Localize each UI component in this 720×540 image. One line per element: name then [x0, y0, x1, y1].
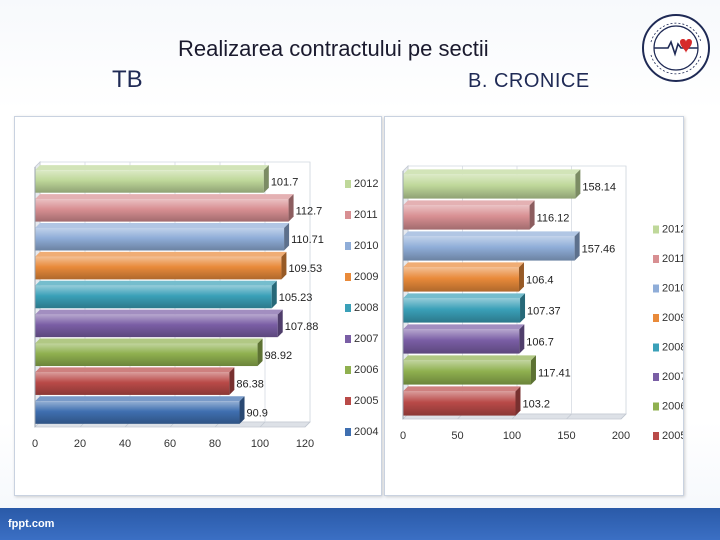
- cr-data-label: 116.12: [537, 213, 570, 225]
- tb-bar-2006: [35, 338, 263, 367]
- tb-tick-label: 20: [74, 438, 86, 450]
- tb-legend-label: 2005: [354, 395, 378, 407]
- tb-bar-2012: [35, 165, 269, 193]
- tb-legend-swatch: [345, 273, 351, 281]
- chart-cronice: 0 50 100 150 200 158.14 116.12 157.46 106.4 107.3…: [384, 116, 684, 496]
- cr-bar-2006: [403, 355, 536, 385]
- section-label-tb: TB: [112, 66, 143, 93]
- cr-tick-label: 200: [612, 430, 630, 442]
- cr-data-label: 106.7: [526, 337, 554, 349]
- tb-legend-label: 2012: [354, 178, 378, 190]
- tb-legend-swatch: [345, 397, 351, 405]
- cr-floor-grid: [566, 413, 572, 420]
- tb-data-label: 107.88: [285, 321, 319, 333]
- chart-tb-svg: 0 20 40 60 80 100 120 101.7 112.7 110.71 109.53 105…: [32, 161, 378, 450]
- tb-bar-2004: [35, 396, 245, 424]
- tb-tick-label: 40: [119, 438, 131, 450]
- tb-bar-2010: [35, 222, 290, 251]
- tb-bar-2011: [35, 194, 294, 222]
- tb-bar-2008: [35, 280, 277, 309]
- cr-legend-label: 2006: [662, 401, 683, 413]
- cr-data-label: 107.37: [527, 306, 561, 318]
- tb-data-label: 112.7: [296, 205, 323, 217]
- footer-bar: fppt.com: [0, 508, 720, 540]
- cr-legend-label: 2011: [662, 253, 683, 265]
- cr-legend-label: 2012: [662, 224, 683, 236]
- cr-bar-2008: [403, 293, 526, 323]
- cr-data-label: 157.46: [582, 244, 616, 256]
- footer-brand: fppt.com: [8, 518, 55, 530]
- tb-legend-label: 2011: [354, 209, 378, 221]
- cr-data-label: 106.4: [526, 275, 554, 287]
- cr-bar-2010: [403, 231, 580, 261]
- tb-data-label: 109.53: [288, 263, 322, 275]
- cr-bar-2011: [403, 200, 535, 230]
- cr-legend-swatch: [653, 255, 659, 263]
- tb-legend-swatch: [345, 242, 351, 250]
- tb-data-label: 86.38: [236, 379, 264, 391]
- cr-data-label: 158.14: [582, 182, 616, 194]
- cr-legend-swatch: [653, 373, 659, 381]
- cr-tick-label: 100: [503, 430, 521, 442]
- tb-legend-label: 2004: [354, 426, 378, 438]
- tb-legend-label: 2007: [354, 333, 378, 345]
- header-band: [0, 0, 720, 110]
- cr-tick-label: 0: [400, 430, 406, 442]
- tb-legend-swatch: [345, 211, 351, 219]
- tb-floor-grid: [304, 421, 311, 428]
- tb-legend-swatch: [345, 335, 351, 343]
- cr-legend-label: 2005: [662, 430, 683, 442]
- cr-bar-2007: [403, 324, 525, 354]
- cr-legend-swatch: [653, 432, 659, 440]
- tb-legend-label: 2009: [354, 271, 378, 283]
- tb-legend-label: 2010: [354, 240, 378, 252]
- section-label-cronice: B. CRONICE: [468, 70, 590, 92]
- chart-tb: 0 20 40 60 80 100 120 101.7 112.7 110.71 109.53 105…: [14, 116, 382, 496]
- tb-data-label: 101.7: [271, 176, 299, 188]
- tb-data-label: 98.92: [265, 350, 293, 362]
- tb-legend-swatch: [345, 366, 351, 374]
- tb-legend-label: 2008: [354, 302, 378, 314]
- tb-legend-label: 2006: [354, 364, 378, 376]
- cr-tick-label: 150: [557, 430, 575, 442]
- cr-legend-label: 2009: [662, 312, 683, 324]
- tb-tick-label: 0: [32, 438, 38, 450]
- cr-bar-2012: [403, 169, 581, 199]
- cr-data-label: 103.2: [522, 399, 550, 411]
- tb-legend-swatch: [345, 180, 351, 188]
- cr-legend-swatch: [653, 402, 659, 411]
- tb-data-label: 105.23: [279, 292, 313, 304]
- cr-bar-2005: [403, 386, 521, 416]
- cr-bar-2009: [403, 262, 524, 292]
- cr-data-label: 117.41: [538, 368, 571, 380]
- tb-bar-2005: [35, 367, 235, 395]
- hospital-seal-icon: [640, 12, 712, 84]
- tb-tick-label: 80: [209, 438, 221, 450]
- tb-bar-2009: [35, 251, 287, 280]
- tb-data-label: 90.9: [247, 408, 268, 420]
- cr-tick-label: 50: [451, 430, 463, 442]
- cr-legend-swatch: [653, 284, 659, 293]
- page-title: Realizarea contractului pe sectii: [178, 36, 489, 61]
- cr-floor-grid: [620, 413, 627, 420]
- tb-legend-swatch: [345, 428, 351, 436]
- chart-cronice-svg: 0 50 100 150 200 158.14 116.12 157.46 106.4 107.3…: [400, 165, 683, 442]
- tb-legend-swatch: [345, 304, 351, 312]
- tb-tick-label: 100: [251, 438, 269, 450]
- tb-tick-label: 60: [164, 438, 176, 450]
- cr-legend-swatch: [653, 314, 659, 322]
- cr-legend-label: 2010: [662, 283, 683, 295]
- tb-bar-2007: [35, 309, 283, 338]
- cr-legend-label: 2007: [662, 371, 683, 383]
- tb-tick-label: 120: [296, 438, 314, 450]
- cr-legend-label: 2008: [662, 342, 683, 354]
- cr-legend-swatch: [653, 343, 659, 352]
- tb-floor-grid: [259, 421, 266, 428]
- cr-legend-swatch: [653, 225, 659, 234]
- tb-data-label: 110.71: [291, 234, 324, 246]
